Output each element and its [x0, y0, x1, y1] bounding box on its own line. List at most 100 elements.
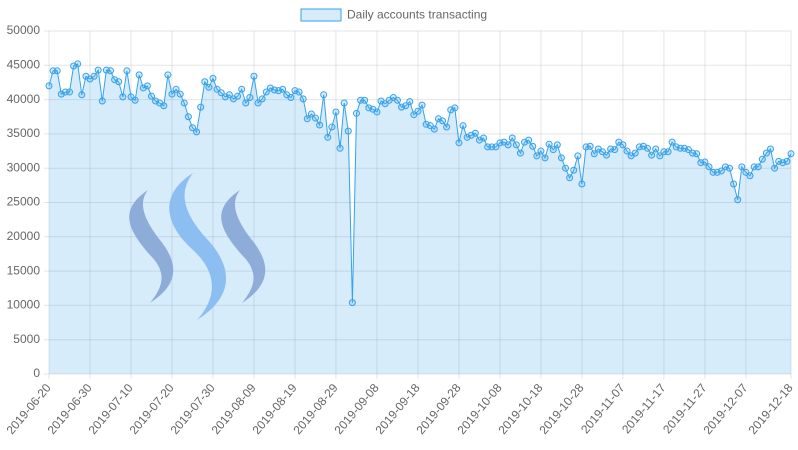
point	[508, 134, 516, 142]
point	[209, 74, 217, 82]
point	[418, 101, 426, 109]
point	[172, 85, 180, 93]
point	[758, 155, 766, 163]
area	[49, 63, 791, 375]
y-tick-label: 0	[33, 366, 40, 380]
watermark	[129, 173, 266, 320]
point	[574, 152, 582, 160]
point	[652, 145, 660, 153]
point	[78, 91, 86, 99]
point	[566, 174, 574, 182]
point	[730, 180, 738, 188]
point	[767, 145, 775, 153]
point	[656, 152, 664, 160]
point	[238, 85, 246, 93]
point	[512, 141, 520, 149]
point	[603, 151, 611, 159]
point	[123, 67, 131, 75]
y-tick-label: 15000	[7, 263, 41, 277]
point	[295, 88, 303, 96]
point	[307, 110, 315, 118]
logo-right	[221, 190, 266, 303]
point	[352, 109, 360, 117]
point	[234, 92, 242, 100]
point	[693, 150, 701, 158]
point	[361, 96, 369, 104]
point	[250, 72, 258, 80]
point	[197, 103, 205, 111]
point	[311, 114, 319, 122]
point	[324, 133, 332, 141]
x-tick-label: 2019-12-18	[746, 381, 796, 437]
point	[164, 71, 172, 79]
point	[623, 147, 631, 155]
point	[533, 152, 541, 160]
point	[106, 67, 114, 75]
point	[217, 89, 225, 97]
point	[402, 102, 410, 110]
point	[459, 122, 467, 130]
point	[787, 150, 795, 158]
y-tick-label: 5000	[13, 332, 40, 346]
point	[644, 144, 652, 152]
point	[717, 167, 725, 175]
point	[471, 129, 479, 137]
y-tick-label: 35000	[7, 126, 41, 140]
point	[98, 97, 106, 105]
point	[570, 166, 578, 174]
point	[443, 123, 451, 131]
point	[279, 85, 287, 93]
point	[664, 148, 672, 156]
point	[726, 164, 734, 172]
point	[254, 99, 262, 107]
point	[578, 180, 586, 188]
point	[299, 95, 307, 103]
point	[336, 144, 344, 152]
point	[586, 142, 594, 150]
point	[648, 151, 656, 159]
point	[188, 124, 196, 132]
point	[734, 196, 742, 204]
point	[45, 82, 53, 90]
point	[303, 115, 311, 123]
y-tick-label: 50000	[7, 23, 41, 37]
point	[516, 149, 524, 157]
point	[393, 96, 401, 104]
point	[135, 71, 143, 79]
legend-label: Daily accounts transacting	[347, 8, 487, 22]
point	[705, 163, 713, 171]
point	[373, 108, 381, 116]
point	[328, 123, 336, 131]
point	[316, 121, 324, 129]
point	[344, 127, 352, 135]
point	[205, 83, 213, 91]
point	[439, 117, 447, 125]
y-tick-label: 30000	[7, 160, 41, 174]
point	[783, 157, 791, 165]
point	[262, 88, 270, 96]
point	[168, 90, 176, 98]
point	[258, 95, 266, 103]
point	[762, 149, 770, 157]
point	[430, 125, 438, 133]
point	[701, 158, 709, 166]
point	[545, 140, 553, 148]
point	[738, 163, 746, 171]
point	[53, 67, 61, 75]
y-tick-label: 45000	[7, 57, 41, 71]
point	[611, 146, 619, 154]
point	[176, 90, 184, 98]
point	[553, 141, 561, 149]
logo-left	[129, 190, 174, 303]
point	[332, 108, 340, 116]
point	[147, 92, 155, 100]
point	[131, 96, 139, 104]
point	[119, 93, 127, 101]
point	[246, 94, 254, 102]
point	[242, 99, 250, 107]
point	[143, 82, 151, 90]
point	[287, 94, 295, 102]
y-tick-label: 25000	[7, 195, 41, 209]
point	[340, 99, 348, 107]
point	[455, 139, 463, 147]
